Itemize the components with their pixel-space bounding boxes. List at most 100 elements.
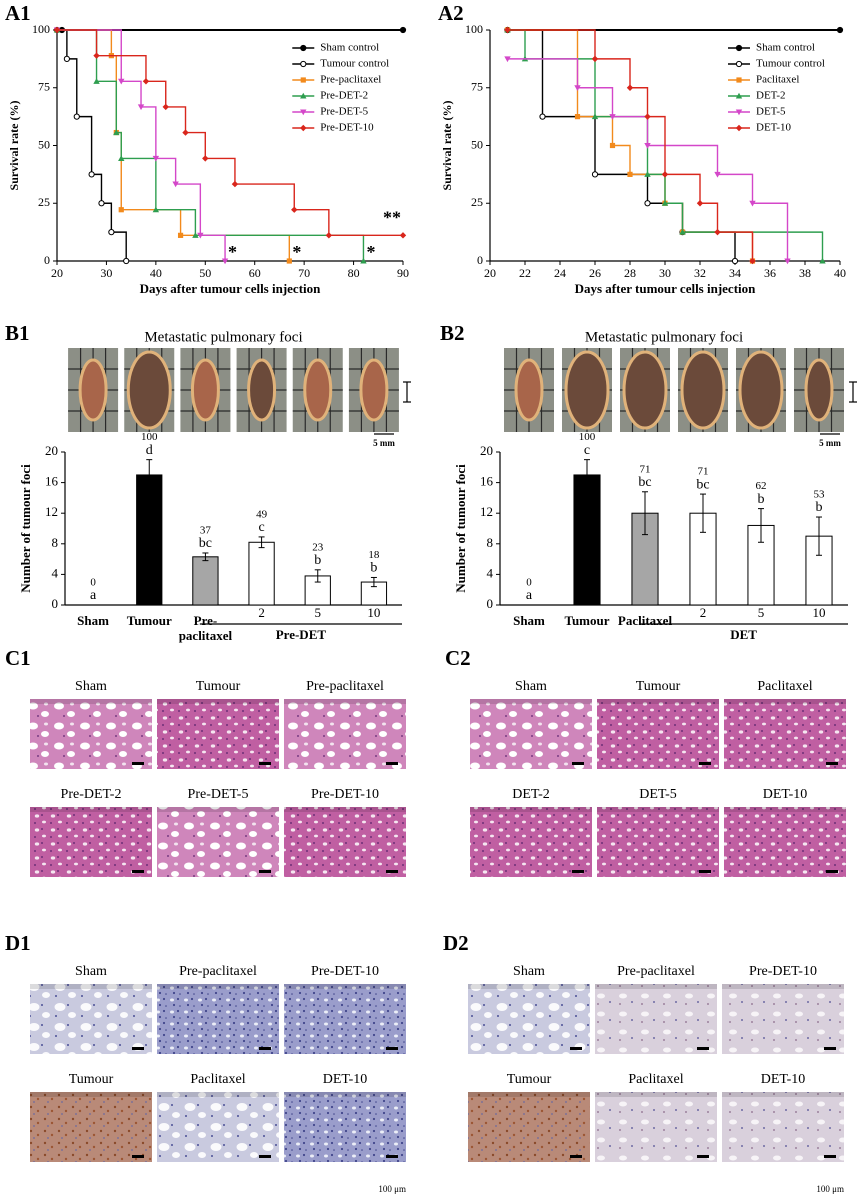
x-tick-label: 40 [834,266,846,280]
marker [735,109,743,116]
image-title: Tumour [69,1072,114,1087]
survival-line [57,29,226,261]
histology-image [157,984,279,1054]
x-axis-label: Days after tumour cells injection [575,281,757,296]
tissue-edge [157,1092,279,1097]
histology-image [468,1092,590,1162]
y-tick-label: 20 [480,443,493,458]
marker [735,92,743,99]
letter-label: c [584,443,590,458]
histology-image [284,807,406,877]
tissue-edge [722,984,844,989]
lung [680,350,726,430]
marker [626,84,634,91]
marker [735,44,743,52]
marker [731,257,739,265]
scale-bar [386,1155,398,1158]
x-tick-label: 20 [51,266,63,280]
x-tick-label: 70 [298,266,310,280]
letter-label: bc [199,536,212,551]
y-tick-label: 4 [52,565,59,580]
x-tick-label: Paclitaxel [618,613,673,628]
panel-label: C2 [445,646,471,670]
lung [247,358,277,422]
marker [300,92,307,99]
x-tick-label: Sham [77,613,109,628]
tissue-edge [468,984,590,989]
image-title: Sham [75,679,107,694]
x-tick-label: Tumour [127,613,172,628]
marker [123,257,130,265]
y-tick-label: 25 [471,195,483,209]
scale-label: 5 mm [373,438,395,448]
legend-label: Paclitaxel [756,74,799,86]
percent-label: 0 [526,577,532,589]
y-tick-label: 12 [480,504,493,519]
marker [73,113,80,120]
marker [644,142,651,149]
tissue-edge [595,1092,717,1097]
letter-label: b [314,553,321,568]
percent-label: 71 [640,463,651,475]
marker [784,258,791,265]
image-title: Sham [515,679,547,694]
scale-bar [259,1047,271,1050]
image-title: Paclitaxel [190,1072,245,1087]
marker [108,229,115,236]
chart-title: Metastatic pulmonary foci [144,329,302,345]
lung-photo [292,348,343,432]
histology-image [470,699,592,769]
histology-image [284,984,406,1054]
marker [118,155,125,161]
scale-bar [386,762,398,765]
scale-bar [132,1155,144,1158]
lung-photo [348,348,399,432]
histology-image [30,984,152,1054]
marker [98,200,105,207]
percent-label: 100 [141,431,158,443]
x-tick-label: 26 [589,266,601,280]
scale-bar [824,1047,836,1050]
x-tick-label: 30 [100,266,112,280]
histology-image [157,1092,279,1162]
histology-image [722,984,844,1054]
x-tick-label: 60 [249,266,261,280]
marker [300,44,307,52]
scale-bar [826,870,838,873]
tissue-edge [724,807,846,812]
scale-bar [699,762,711,765]
scale-bar [259,1155,271,1158]
panel-label: D1 [5,931,31,955]
lung [78,358,108,422]
image-title: Sham [75,964,107,979]
scale-bar [132,870,144,873]
x-tick-label: 38 [799,266,811,280]
marker [300,60,307,68]
x-tick-label: 34 [729,266,741,280]
marker [609,142,616,149]
tissue-edge [157,984,279,989]
percent-label: 49 [256,508,268,520]
marker [591,171,599,178]
image-title: DET-10 [761,1072,806,1087]
marker [162,103,169,111]
percent-label: 53 [814,489,826,501]
significance: * [292,242,301,262]
marker [627,171,633,177]
y-tick-label: 50 [38,137,50,151]
histology-image [30,1092,152,1162]
marker [93,52,100,59]
marker [93,78,100,84]
tissue-edge [157,807,279,812]
tissue-edge [468,1092,590,1097]
y-tick-label: 100 [465,22,483,36]
marker [736,77,742,83]
tissue-edge [284,984,406,989]
tissue-edge [284,807,406,812]
marker [182,129,189,136]
marker [661,200,669,206]
image-title: Tumour [636,679,681,694]
image-title: DET-10 [763,787,808,802]
x-tick-label: 90 [397,266,409,280]
